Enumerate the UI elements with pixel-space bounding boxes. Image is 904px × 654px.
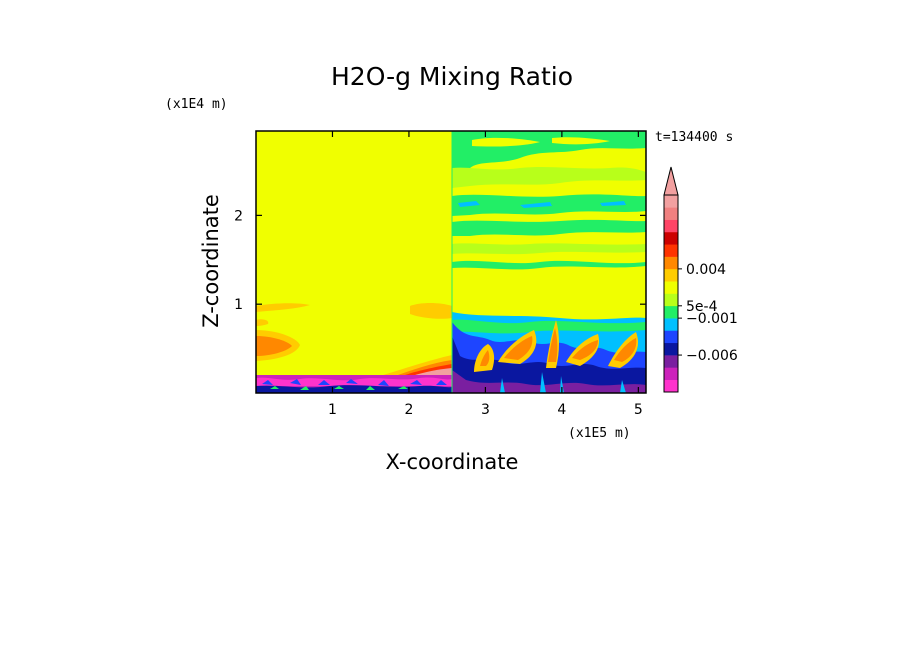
colorbar-label: −0.006 — [686, 348, 738, 364]
colorbar-swatch — [664, 195, 678, 208]
plot-frame — [255, 130, 647, 394]
colorbar-extend-arrow — [663, 166, 679, 196]
colorbar-label: −0.001 — [686, 311, 738, 327]
colorbar-swatch — [664, 244, 678, 257]
colorbar-swatch — [664, 342, 678, 356]
x-axis-title: X-coordinate — [386, 450, 519, 474]
y-unit-label: (x1E4 m) — [165, 97, 228, 112]
colorbar-swatch — [664, 330, 678, 344]
colorbar-swatch — [664, 293, 678, 307]
x-tick-label: 4 — [557, 402, 566, 418]
x-tick-label: 2 — [404, 402, 413, 418]
colorbar-swatch — [664, 318, 678, 331]
colorbar-swatch — [664, 379, 678, 393]
x-unit-label: (x1E5 m) — [568, 426, 631, 441]
colorbar-swatch — [664, 305, 678, 319]
axes: 1 2 3 4 5 1 2 — [234, 131, 646, 418]
colorbar-swatch — [664, 207, 678, 220]
colorbar-swatch — [664, 231, 678, 245]
chart-title: H2O-g Mixing Ratio — [331, 62, 573, 91]
x-tick-label: 1 — [328, 402, 337, 418]
x-tick-label: 3 — [481, 402, 490, 418]
colorbar-swatch — [664, 281, 678, 294]
colorbar-swatch — [664, 256, 678, 270]
y-tick-label: 2 — [234, 208, 243, 224]
colorbar: 0.004 5e-4−0.001 −0.006 — [663, 166, 738, 393]
colorbar-frame — [663, 194, 679, 393]
colorbar-swatch — [664, 367, 678, 380]
colorbar-label: 0.004 — [686, 262, 726, 278]
time-label: t=134400 s — [655, 130, 733, 145]
colorbar-label: 5e-4 — [686, 299, 718, 315]
colorbar-swatch — [664, 219, 678, 233]
colorbar-swatch — [664, 355, 678, 368]
colorbar-swatch — [664, 268, 678, 282]
y-axis-title: Z-coordinate — [199, 194, 223, 328]
x-tick-label: 5 — [634, 402, 643, 418]
mixing-ratio-field — [256, 131, 646, 393]
y-tick-label: 1 — [234, 297, 243, 313]
